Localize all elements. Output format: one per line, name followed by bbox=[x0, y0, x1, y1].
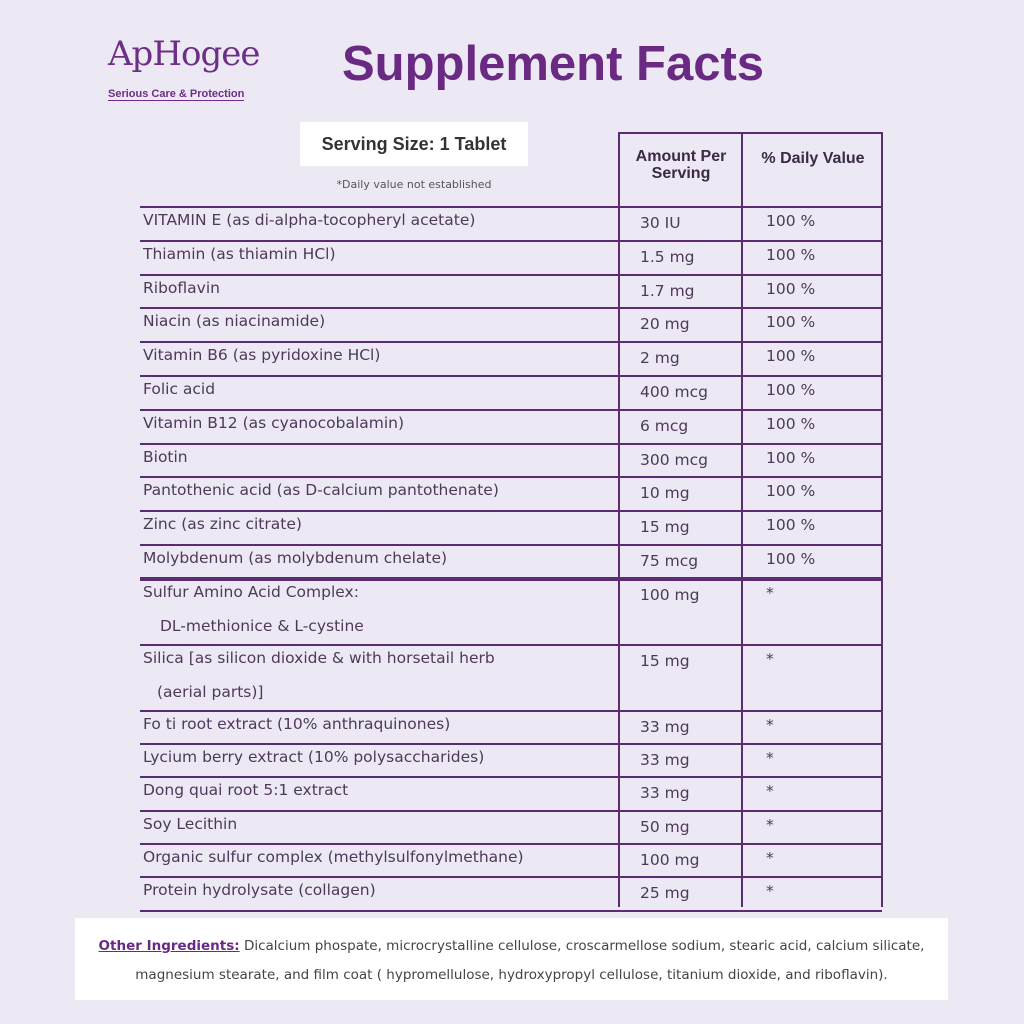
nutrient-name: Organic sulfur complex (methylsulfonylme… bbox=[143, 848, 524, 866]
amount: 6 mcg bbox=[640, 416, 689, 435]
amount: 50 mg bbox=[640, 817, 690, 836]
column-header: Amount Per Serving bbox=[635, 148, 727, 182]
amount: 2 mg bbox=[640, 349, 680, 368]
daily-value: 100 % bbox=[766, 550, 816, 568]
nutrient-name: Lycium berry extract (10% polysaccharide… bbox=[143, 748, 485, 767]
brand-logo: ApHogee bbox=[108, 34, 260, 74]
amount: 1.5 mg bbox=[640, 247, 695, 266]
row-line bbox=[140, 510, 882, 513]
tagline: Serious Care & Protection bbox=[108, 88, 245, 101]
daily-value: 100 % bbox=[766, 448, 816, 467]
nutrient-name: Soy Lecithin bbox=[143, 814, 238, 833]
daily-value: * bbox=[766, 649, 774, 668]
nutrient-name: VITAMIN E (as di-alpha-tocopheryl acetat… bbox=[143, 211, 476, 229]
nutrient-name: Niacin (as niacinamide) bbox=[143, 312, 326, 331]
nutrient-name: Protein hydrolysate (collagen) bbox=[143, 881, 376, 900]
daily-value: * bbox=[766, 715, 774, 734]
row-line bbox=[140, 576, 882, 581]
amount: 100 mg bbox=[640, 851, 700, 869]
row-line bbox=[140, 876, 882, 879]
row-line bbox=[140, 643, 882, 646]
row-line bbox=[140, 843, 882, 845]
daily-value: * bbox=[766, 749, 774, 768]
amount: 15 mg bbox=[640, 518, 690, 537]
nutrient-name: Zinc (as zinc citrate) bbox=[143, 515, 302, 534]
amount: 33 mg bbox=[640, 751, 690, 770]
nutrient-name: Fo ti root extract (10% anthraquinones) bbox=[143, 714, 451, 733]
column-header: % Daily Value bbox=[761, 150, 865, 167]
amount: 33 mg bbox=[640, 784, 690, 803]
horizontal-line bbox=[619, 132, 882, 134]
nutrient-name: Dong quai root 5:1 extract bbox=[143, 781, 349, 800]
amount: 20 mg bbox=[640, 315, 690, 334]
nutrient-name: Molybdenum (as molybdenum chelate) bbox=[143, 549, 448, 567]
daily-value: * bbox=[766, 815, 774, 834]
other-ingredients-label: Other Ingredients: bbox=[98, 938, 240, 954]
vertical-line bbox=[618, 132, 620, 907]
row-line bbox=[140, 476, 882, 479]
row-line bbox=[140, 776, 882, 779]
amount: 400 mcg bbox=[640, 383, 708, 401]
daily-value: 100 % bbox=[766, 313, 816, 332]
row-line bbox=[140, 442, 882, 445]
nutrient-name: Riboflavin bbox=[143, 278, 220, 297]
nutrient-name: Sulfur Amino Acid Complex: bbox=[143, 582, 359, 601]
amount: 100 mg bbox=[640, 585, 700, 604]
row-line bbox=[140, 341, 882, 344]
nutrient-name: Silica [as silicon dioxide & with horset… bbox=[143, 648, 495, 667]
daily-value: 100 % bbox=[766, 347, 816, 366]
other-ingredients: Other Ingredients: Dicalcium phospate, m… bbox=[95, 932, 928, 990]
nutrient-name: Thiamin (as thiamin HCl) bbox=[143, 244, 336, 263]
row-line bbox=[140, 544, 882, 546]
amount: 25 mg bbox=[640, 884, 690, 903]
nutrient-name: Biotin bbox=[143, 447, 188, 466]
nutrient-name: Vitamin B6 (as pyridoxine HCl) bbox=[143, 346, 381, 365]
row-line bbox=[140, 239, 882, 242]
serving-size: Serving Size: 1 Tablet bbox=[300, 122, 528, 166]
other-ingredients-box bbox=[75, 918, 948, 1000]
row-line bbox=[140, 273, 882, 276]
daily-value: 100 % bbox=[766, 212, 816, 230]
daily-value: 100 % bbox=[766, 516, 816, 535]
daily-value: 100 % bbox=[766, 279, 816, 298]
daily-value: 100 % bbox=[766, 381, 816, 399]
daily-value: * bbox=[766, 782, 774, 801]
nutrient-name: Folic acid bbox=[143, 380, 216, 398]
row-line bbox=[140, 375, 882, 377]
amount: 33 mg bbox=[640, 717, 690, 736]
amount: 1.7 mg bbox=[640, 281, 695, 300]
nutrient-name: Pantothenic acid (as D-calcium pantothen… bbox=[143, 481, 499, 500]
row-line bbox=[140, 909, 882, 912]
daily-value: 100 % bbox=[766, 414, 816, 433]
nutrient-detail: (aerial parts)] bbox=[157, 682, 264, 701]
vertical-line bbox=[741, 132, 743, 907]
title: Supplement Facts bbox=[342, 37, 765, 91]
amount: 300 mcg bbox=[640, 450, 708, 469]
vertical-line bbox=[881, 132, 883, 907]
daily-value: * bbox=[766, 583, 774, 602]
row-line bbox=[140, 206, 882, 208]
amount: 75 mcg bbox=[640, 552, 699, 570]
row-line bbox=[140, 408, 882, 411]
row-line bbox=[140, 809, 882, 812]
amount: 30 IU bbox=[640, 214, 681, 232]
daily-value: * bbox=[766, 882, 774, 901]
daily-value: * bbox=[766, 849, 774, 867]
nutrient-detail: DL-methionice & L-cystine bbox=[160, 616, 364, 635]
daily-value: 100 % bbox=[766, 245, 816, 264]
amount: 15 mg bbox=[640, 651, 690, 670]
amount: 10 mg bbox=[640, 484, 690, 503]
nutrient-name: Vitamin B12 (as cyanocobalamin) bbox=[143, 413, 405, 432]
daily-value: 100 % bbox=[766, 482, 816, 501]
other-ingredients-text: Dicalcium phospate, microcrystalline cel… bbox=[135, 938, 925, 983]
note: *Daily value not established bbox=[336, 178, 492, 191]
row-line bbox=[140, 743, 882, 746]
row-line bbox=[140, 709, 882, 712]
row-line bbox=[140, 307, 882, 310]
